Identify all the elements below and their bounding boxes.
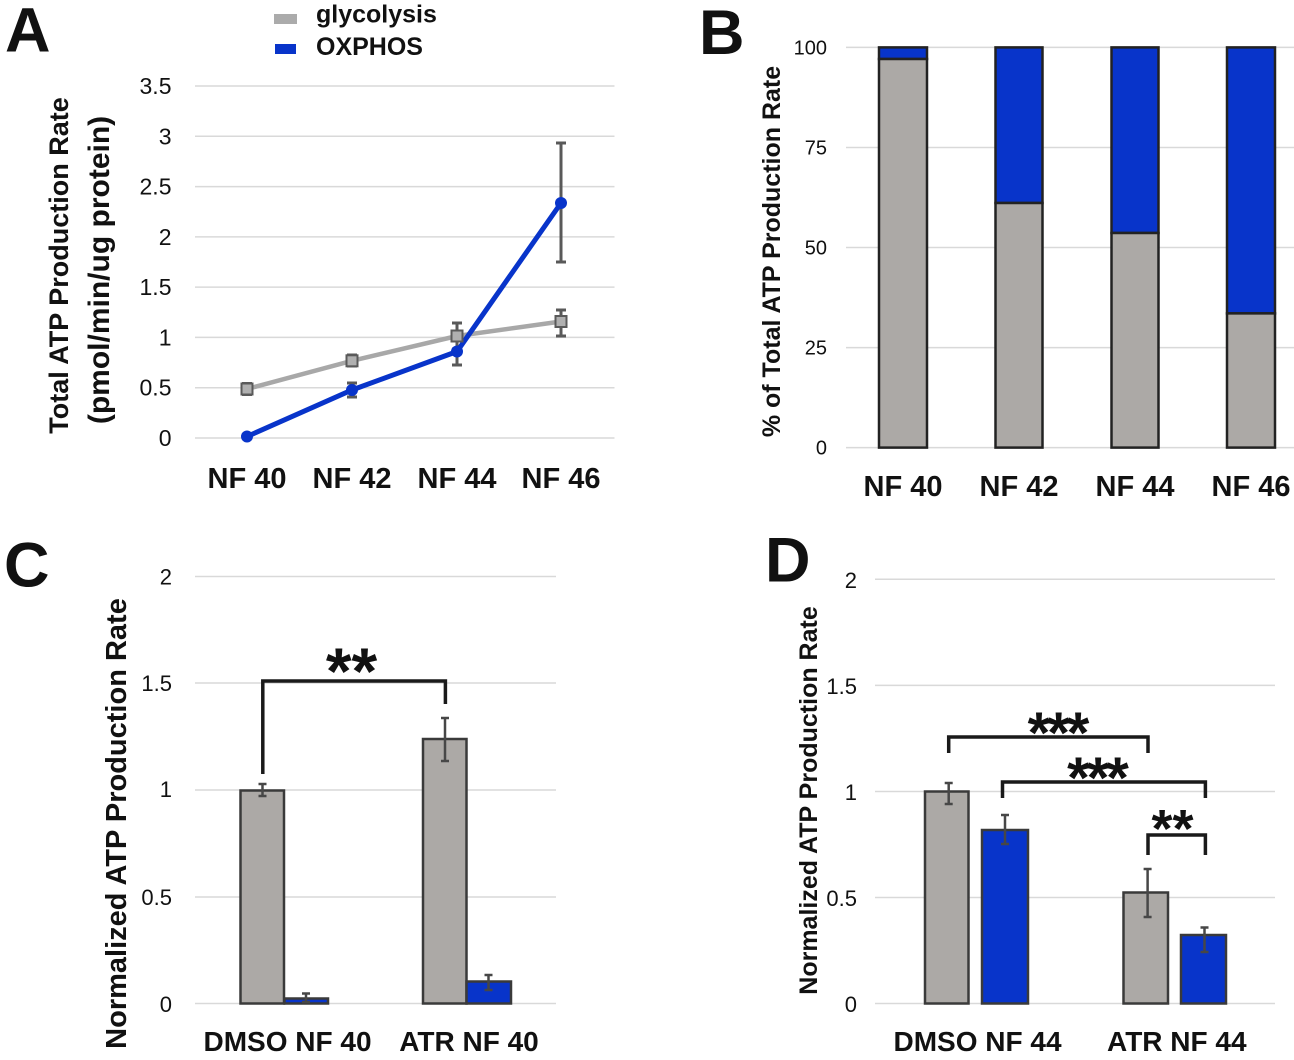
svg-text:NF 46: NF 46 [1212, 471, 1291, 503]
svg-text:2: 2 [845, 568, 857, 593]
svg-text:(pmol/min/ug protein): (pmol/min/ug protein) [83, 116, 116, 424]
svg-text:0.5: 0.5 [826, 886, 857, 911]
svg-text:3: 3 [159, 123, 172, 149]
svg-text:0.5: 0.5 [140, 375, 172, 401]
svg-text:1: 1 [845, 780, 857, 805]
svg-text:0.5: 0.5 [141, 885, 172, 910]
svg-text:1.5: 1.5 [140, 274, 172, 300]
svg-text:2.5: 2.5 [140, 174, 172, 200]
svg-text:% of Total ATP Production Rate: % of Total ATP Production Rate [758, 66, 786, 437]
svg-text:2: 2 [160, 565, 172, 590]
svg-text:A: A [5, 0, 51, 66]
svg-text:DMSO NF 40: DMSO NF 40 [203, 1026, 371, 1057]
svg-text:1: 1 [159, 324, 172, 350]
svg-text:3.5: 3.5 [140, 73, 172, 99]
svg-text:Normalized ATP Production Rate: Normalized ATP Production Rate [101, 598, 133, 1049]
svg-text:75: 75 [805, 138, 827, 160]
svg-text:B: B [699, 0, 745, 68]
svg-text:1.5: 1.5 [826, 674, 857, 699]
svg-text:2: 2 [159, 224, 172, 250]
svg-text:50: 50 [805, 238, 827, 260]
svg-text:NF 42: NF 42 [313, 463, 392, 495]
svg-text:C: C [4, 531, 50, 601]
svg-text:NF 46: NF 46 [522, 463, 601, 495]
svg-text:0: 0 [816, 438, 827, 460]
svg-text:ATR NF 40: ATR NF 40 [399, 1026, 539, 1057]
svg-text:DMSO NF 44: DMSO NF 44 [893, 1026, 1061, 1057]
svg-text:**: ** [326, 634, 378, 708]
svg-text:0: 0 [160, 992, 172, 1017]
svg-text:NF 44: NF 44 [1096, 471, 1175, 503]
svg-text:0: 0 [159, 425, 172, 451]
svg-text:1: 1 [160, 777, 172, 802]
svg-text:NF 40: NF 40 [208, 463, 287, 495]
svg-text:ATR NF 44: ATR NF 44 [1107, 1026, 1247, 1057]
svg-text:0: 0 [845, 992, 857, 1017]
svg-text:25: 25 [805, 338, 827, 360]
svg-text:100: 100 [794, 38, 827, 60]
svg-text:***: *** [1028, 701, 1090, 766]
svg-text:glycolysis: glycolysis [316, 1, 437, 29]
svg-text:Total ATP Production Rate: Total ATP Production Rate [44, 97, 74, 434]
svg-text:OXPHOS: OXPHOS [316, 33, 423, 61]
svg-text:Normalized ATP Production Rate: Normalized ATP Production Rate [795, 606, 823, 995]
svg-text:NF 42: NF 42 [980, 471, 1059, 503]
svg-text:***: *** [1067, 746, 1129, 811]
svg-text:D: D [765, 526, 811, 596]
svg-text:1.5: 1.5 [141, 671, 172, 696]
svg-text:NF 40: NF 40 [864, 471, 943, 503]
svg-text:**: ** [1151, 799, 1193, 859]
svg-text:NF 44: NF 44 [418, 463, 497, 495]
